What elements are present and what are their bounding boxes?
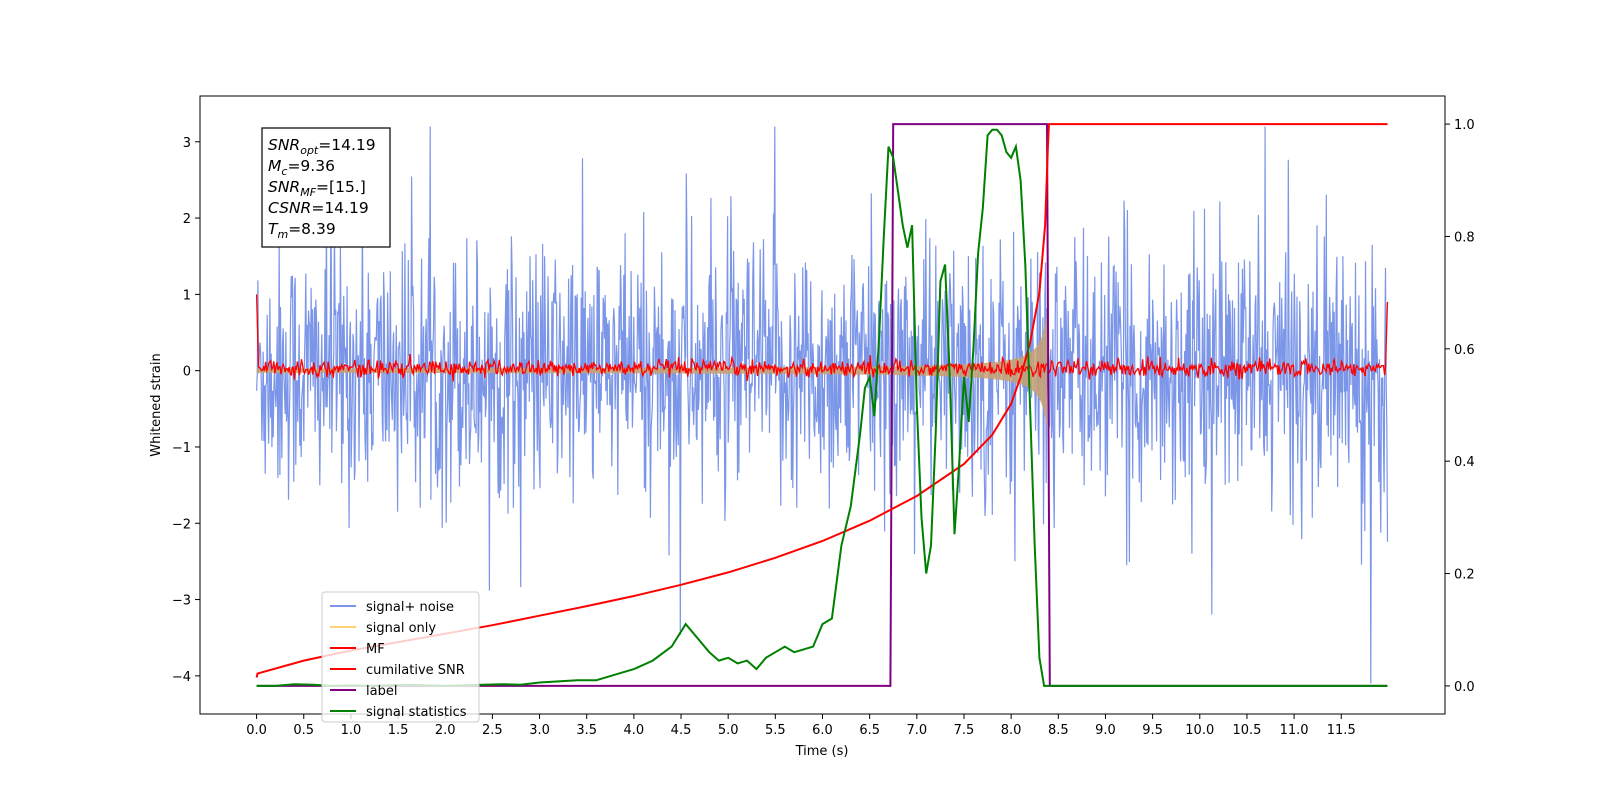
x-axis: 0.0 0.5 1.0 1.5 2.0 2.5 3.0 3.5 4.0 4.5 5.0 5.5 6.0 6… [246, 714, 1356, 738]
series-line-mf [255, 294, 1389, 382]
x-tick-label: 6.5 [859, 723, 880, 738]
y-tick-label: −3 [172, 594, 191, 609]
x-tick-label: 10.0 [1185, 723, 1214, 738]
y-tick-label: 3 [183, 136, 191, 151]
y2-tick-label: 1.0 [1454, 118, 1475, 133]
x-tick-label: 6.0 [812, 723, 833, 738]
legend: signal+ noise signal only MF cumilative SNR… [321, 591, 480, 723]
annotation-line: SNRMF=[15.] [268, 178, 366, 199]
annotation-line: CSNR=14.19 [268, 199, 369, 217]
x-tick-label: 5.0 [718, 723, 739, 738]
y2-tick-label: 0.4 [1454, 455, 1475, 470]
annotation-line: Tm=8.39 [268, 220, 336, 241]
y2-tick-label: 0.8 [1454, 230, 1475, 245]
y2-tick-label: 0.2 [1454, 568, 1475, 583]
annotation-line: Mc=9.36 [268, 157, 335, 178]
x-tick-label: 7.5 [954, 723, 975, 738]
x-tick-label: 3.5 [576, 723, 597, 738]
y2-tick-label: 0.6 [1454, 343, 1475, 358]
x-tick-label: 0.5 [293, 723, 314, 738]
x-axis-label: Time (s) [795, 744, 849, 759]
x-tick-label: 0.0 [246, 723, 267, 738]
legend-entry: cumilative SNR [366, 663, 465, 678]
annotation-line: SNRopt=14.19 [268, 136, 376, 157]
plot-area [255, 123, 1389, 687]
x-tick-label: 1.5 [388, 723, 409, 738]
annotation-box: SNRopt=14.19Mc=9.36SNRMF=[15.]CSNR=14.19… [261, 127, 391, 248]
x-tick-label: 10.5 [1232, 723, 1261, 738]
y-tick-label: 1 [183, 288, 191, 303]
x-tick-label: 2.5 [482, 723, 503, 738]
x-tick-label: 8.5 [1048, 723, 1069, 738]
x-tick-label: 11.5 [1327, 723, 1356, 738]
x-tick-label: 4.0 [624, 723, 645, 738]
x-tick-label: 11.0 [1280, 723, 1309, 738]
y-tick-label: 0 [183, 365, 191, 380]
x-tick-label: 7.0 [906, 723, 927, 738]
y-tick-label: −1 [172, 441, 191, 456]
y-axis-label: Whitened strain [149, 353, 164, 456]
y2-tick-label: 0.0 [1454, 680, 1475, 695]
legend-entry: label [366, 684, 397, 699]
x-tick-label: 9.0 [1095, 723, 1116, 738]
legend-entry: signal statistics [366, 705, 467, 720]
x-tick-label: 1.0 [341, 723, 362, 738]
y-axis-right: 0.0 0.2 0.4 0.6 0.8 1.0 [1445, 118, 1475, 695]
x-tick-label: 2.0 [435, 723, 456, 738]
y-tick-label: −2 [172, 517, 191, 532]
y-axis-left: −4 −3 −2 −1 0 1 2 3 [172, 136, 200, 685]
x-tick-label: 3.0 [529, 723, 550, 738]
legend-entry: MF [366, 642, 385, 657]
series-line-signal-statistics [256, 128, 1388, 687]
x-tick-label: 8.0 [1001, 723, 1022, 738]
y-tick-label: −4 [172, 670, 191, 685]
x-tick-label: 4.5 [671, 723, 692, 738]
y-tick-label: 2 [183, 212, 191, 227]
x-tick-label: 9.5 [1142, 723, 1163, 738]
x-tick-label: 5.5 [765, 723, 786, 738]
legend-entry: signal+ noise [366, 600, 454, 615]
legend-entry: signal only [366, 621, 436, 636]
